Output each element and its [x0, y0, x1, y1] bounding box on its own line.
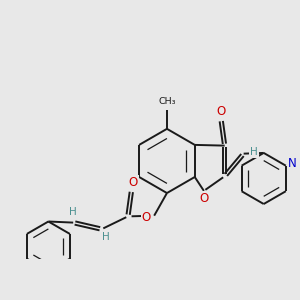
Text: H: H	[250, 147, 258, 157]
Text: O: O	[129, 176, 138, 189]
Text: H: H	[102, 232, 110, 242]
Text: N: N	[288, 158, 297, 170]
Text: O: O	[142, 211, 151, 224]
Text: H: H	[69, 207, 77, 218]
Text: CH₃: CH₃	[158, 97, 176, 106]
Text: O: O	[199, 192, 208, 206]
Text: O: O	[216, 105, 226, 118]
